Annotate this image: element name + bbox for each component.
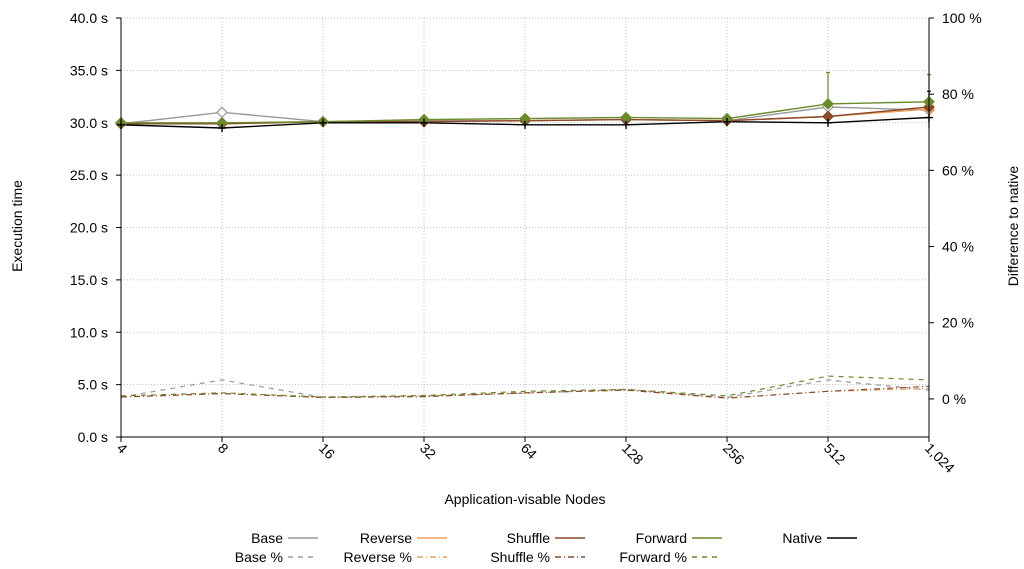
x-tick-label: 64 [518, 440, 540, 462]
series-line [120, 375, 930, 398]
y2-tick-label: 40 % [942, 239, 974, 255]
legend-label: Native [782, 530, 822, 546]
y-tick-label: 0.0 s [78, 429, 108, 445]
x-tick-label: 256 [720, 440, 748, 468]
data-point [824, 118, 832, 127]
legend-label: Base % [235, 549, 283, 565]
axes [120, 18, 930, 438]
data-point [822, 98, 834, 110]
data-point [218, 123, 226, 132]
left-axis-ticks: 0.0 s 5.0 s 10.0 s 15.0 s 20.0 s 25.0 s 30.0 s… [70, 10, 121, 445]
legend-label: Reverse % [344, 549, 412, 565]
legend-label: Reverse [360, 530, 412, 546]
legend-label: Forward % [619, 549, 687, 565]
series-markers [115, 95, 935, 132]
x-tick-label: 512 [821, 440, 849, 468]
data-point [319, 118, 327, 127]
y-tick-label: 20.0 s [70, 220, 108, 236]
data-point [622, 120, 630, 129]
series-line [120, 385, 930, 399]
data-point [723, 117, 731, 126]
x-tick-label: 32 [417, 440, 439, 462]
x-tick-label: 16 [316, 440, 338, 462]
y2-tick-label: 0 % [942, 391, 966, 407]
y2-tick-label: 60 % [942, 162, 974, 178]
y-axis-label: Execution time [9, 180, 25, 272]
y2-axis-label: Difference to native [1005, 166, 1021, 287]
legend-label: Shuffle [507, 530, 551, 546]
y-tick-label: 30.0 s [70, 115, 108, 131]
data-point [216, 106, 228, 119]
y2-tick-label: 20 % [942, 315, 974, 331]
data-point [420, 118, 428, 127]
legend-label: Shuffle % [490, 549, 550, 565]
grid [120, 17, 930, 438]
x-tick-label: 8 [215, 440, 232, 457]
legend: Base Reverse Shuffle Forward Native Base % Rev… [235, 530, 857, 565]
y2-tick-label: 100 % [942, 10, 982, 26]
legend-label: Forward [636, 530, 687, 546]
x-tick-label: 128 [619, 440, 647, 468]
x-tick-label: 1,024 [922, 440, 958, 476]
y-tick-label: 40.0 s [70, 10, 108, 26]
y-tick-label: 10.0 s [70, 324, 108, 340]
y-tick-label: 15.0 s [70, 272, 108, 288]
y2-tick-label: 80 % [942, 86, 974, 102]
x-axis-ticks: 4 8 16 32 64 128 256 512 1,024 [114, 437, 958, 476]
x-axis-label: Application-visable Nodes [444, 491, 605, 507]
right-axis-ticks: 0 % 20 % 40 % 60 % 80 % 100 % [929, 10, 982, 407]
legend-label: Base [251, 530, 283, 546]
y-tick-label: 35.0 s [70, 62, 108, 78]
x-tick-label: 4 [114, 440, 131, 457]
data-point [521, 120, 529, 129]
y-tick-label: 25.0 s [70, 167, 108, 183]
y-tick-label: 5.0 s [78, 377, 108, 393]
